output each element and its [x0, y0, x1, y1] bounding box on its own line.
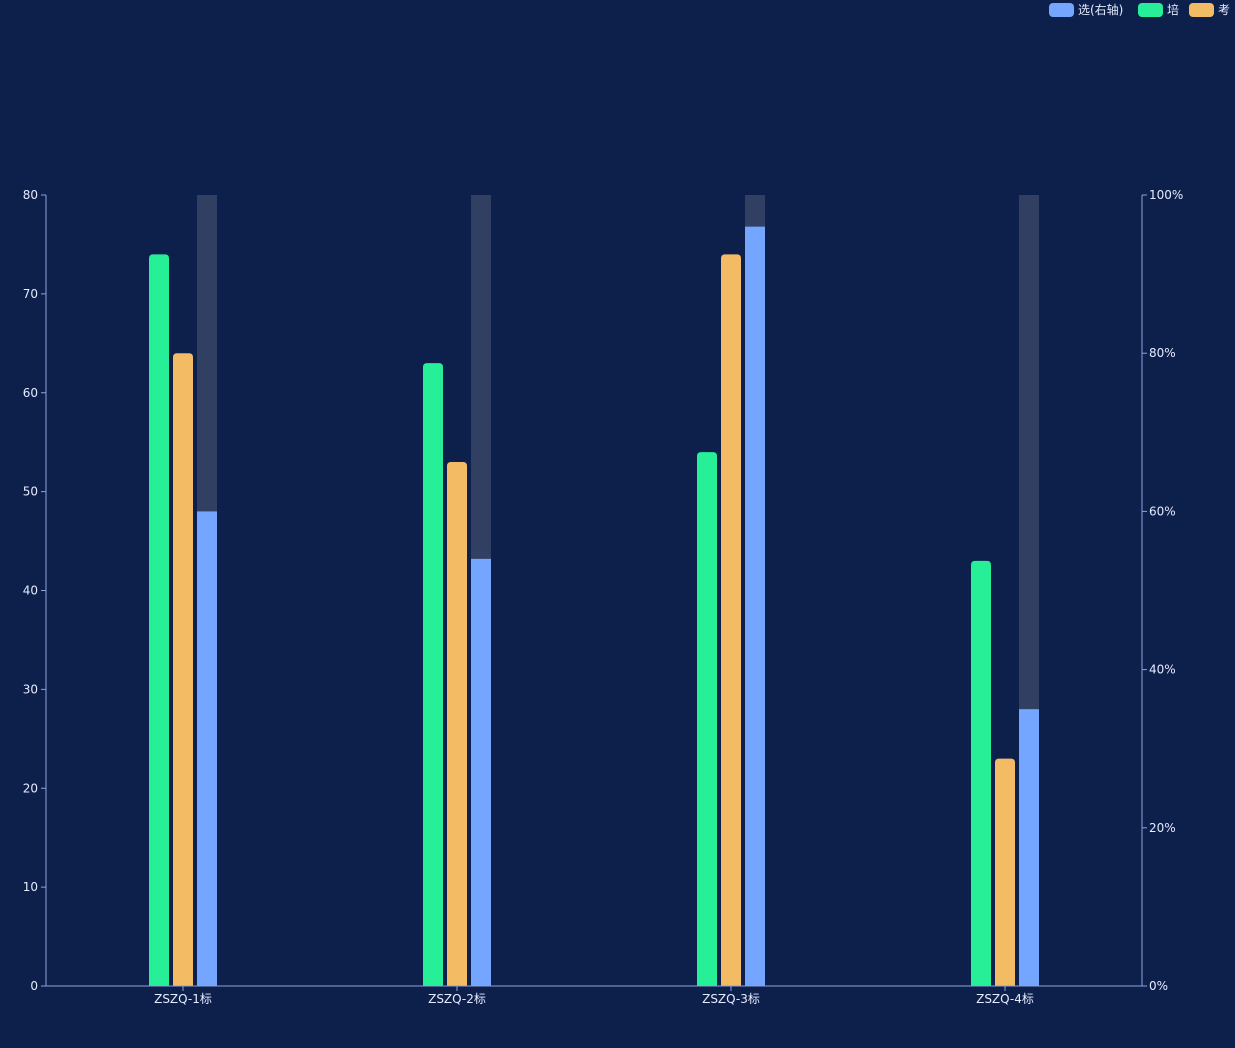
bar-backgrounds: [197, 195, 1039, 986]
bar-left-series2-4: [995, 758, 1015, 986]
bar-left-series1-2: [423, 363, 443, 986]
y-left-tick-label: 0: [30, 979, 38, 993]
y-left-tick-label: 80: [23, 188, 38, 202]
y-right-tick-label: 60%: [1149, 504, 1176, 518]
x-tick-label: ZSZQ-1标: [154, 992, 212, 1006]
y-right-tick-label: 100%: [1149, 188, 1183, 202]
bar-left-series2-3: [721, 254, 741, 986]
y-right-tick-label: 20%: [1149, 821, 1176, 835]
bar-right-series3-4: [1019, 709, 1039, 986]
y-left-tick-label: 70: [23, 287, 38, 301]
bar-right-series3-1: [197, 511, 217, 986]
y-right-tick-label: 40%: [1149, 663, 1176, 677]
axes: ZSZQ-1标 ZSZQ-2标 ZSZQ-3标 ZSZQ-4标 0 10 20 30 40 50 6…: [23, 188, 1184, 1006]
bar-right-series3-2: [471, 558, 491, 986]
bar-left-series2-1: [173, 353, 193, 986]
bar-left-series2-2: [447, 461, 467, 986]
legend-swatch-1: [1049, 3, 1074, 17]
x-tick-label: ZSZQ-2标: [428, 992, 486, 1006]
bar-left-series1-4: [971, 560, 991, 986]
y-right-tick-label: 80%: [1149, 346, 1176, 360]
y-left-tick-label: 10: [23, 880, 38, 894]
y-left-tick-label: 60: [23, 386, 38, 400]
y-left-tick-label: 30: [23, 682, 38, 696]
y-left-tick-label: 20: [23, 781, 38, 795]
legend-swatch-2: [1138, 3, 1163, 17]
x-tick-label: ZSZQ-4标: [976, 992, 1034, 1006]
legend: 选(右轴) 培 考: [1049, 2, 1230, 17]
bar-left-series1-1: [149, 254, 169, 986]
legend-label-2: 培: [1167, 2, 1179, 17]
bar-left-series1-3: [697, 452, 717, 986]
y-left-tick-label: 40: [23, 584, 38, 598]
x-tick-label: ZSZQ-3标: [702, 992, 760, 1006]
y-right-tick-label: 0%: [1149, 979, 1168, 993]
bars: [149, 226, 1039, 986]
bar-right-series3-3: [745, 226, 765, 986]
legend-label-1: 选(右轴): [1078, 2, 1123, 17]
y-left-tick-label: 50: [23, 485, 38, 499]
legend-swatch-3: [1189, 3, 1214, 17]
legend-label-3: 考: [1218, 3, 1230, 17]
